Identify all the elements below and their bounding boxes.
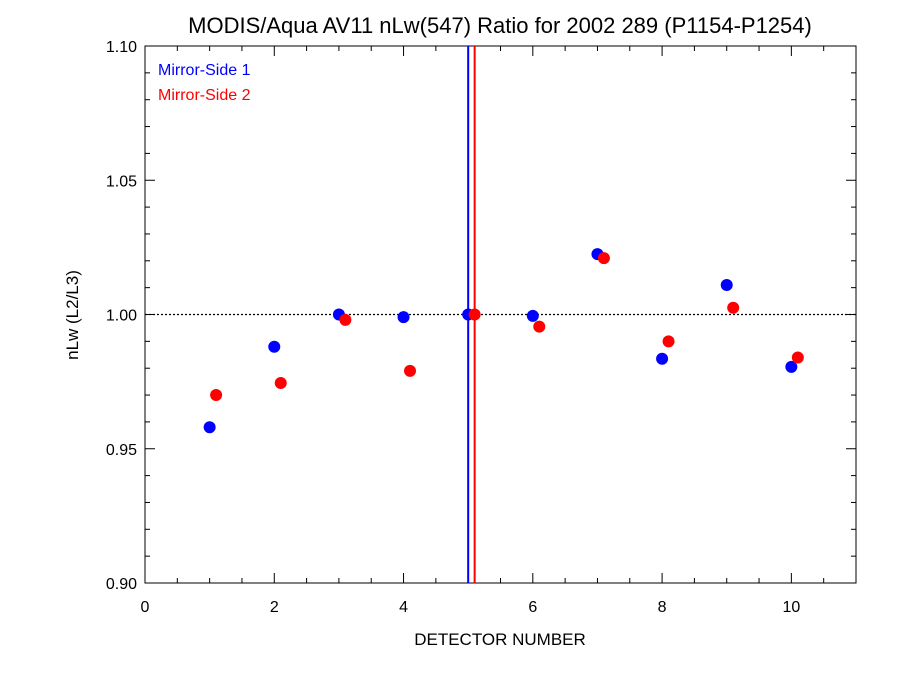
x-tick-label: 2 [270, 599, 279, 616]
point-mirror-side-2 [210, 389, 223, 402]
x-tick-label: 8 [658, 599, 667, 616]
y-tick-label: 1.00 [106, 308, 137, 325]
point-mirror-side-2 [339, 313, 352, 326]
data-points [203, 248, 804, 434]
point-mirror-side-2 [404, 364, 417, 377]
y-tick-label: 0.95 [106, 442, 137, 459]
x-tick-label: 0 [141, 599, 150, 616]
point-mirror-side-1 [397, 311, 410, 324]
legend-mirror-side-2: Mirror-Side 2 [158, 87, 251, 104]
x-tick-label: 6 [528, 599, 537, 616]
point-mirror-side-2 [468, 308, 481, 321]
plot-area [144, 45, 857, 584]
point-mirror-side-2 [533, 320, 546, 333]
point-mirror-side-1 [720, 278, 733, 291]
point-mirror-side-1 [268, 340, 281, 353]
point-mirror-side-2 [274, 376, 287, 389]
x-tick-label: 10 [782, 599, 800, 616]
point-mirror-side-1 [656, 352, 669, 365]
point-mirror-side-1 [526, 309, 539, 322]
y-tick-label: 0.90 [106, 576, 137, 593]
x-axis-tick-labels: 0 2 4 6 8 10 [141, 599, 801, 616]
point-mirror-side-2 [597, 252, 610, 265]
y-axis-label: nLw (L2/L3) [63, 270, 82, 360]
y-tick-label: 1.05 [106, 173, 137, 190]
point-mirror-side-1 [203, 421, 216, 434]
x-tick-label: 4 [399, 599, 408, 616]
legend-mirror-side-1: Mirror-Side 1 [158, 62, 251, 79]
y-tick-label: 1.10 [106, 39, 137, 56]
x-axis-label: DETECTOR NUMBER [414, 630, 586, 649]
point-mirror-side-2 [662, 335, 675, 348]
chart-title: MODIS/Aqua AV11 nLw(547) Ratio for 2002 … [188, 13, 812, 38]
point-mirror-side-2 [727, 301, 740, 314]
point-mirror-side-2 [791, 351, 804, 364]
legend: Mirror-Side 1 Mirror-Side 2 [158, 62, 251, 104]
y-axis-tick-labels: 0.90 0.95 1.00 1.05 1.10 [106, 39, 137, 593]
point-mirror-side-1 [785, 360, 798, 373]
